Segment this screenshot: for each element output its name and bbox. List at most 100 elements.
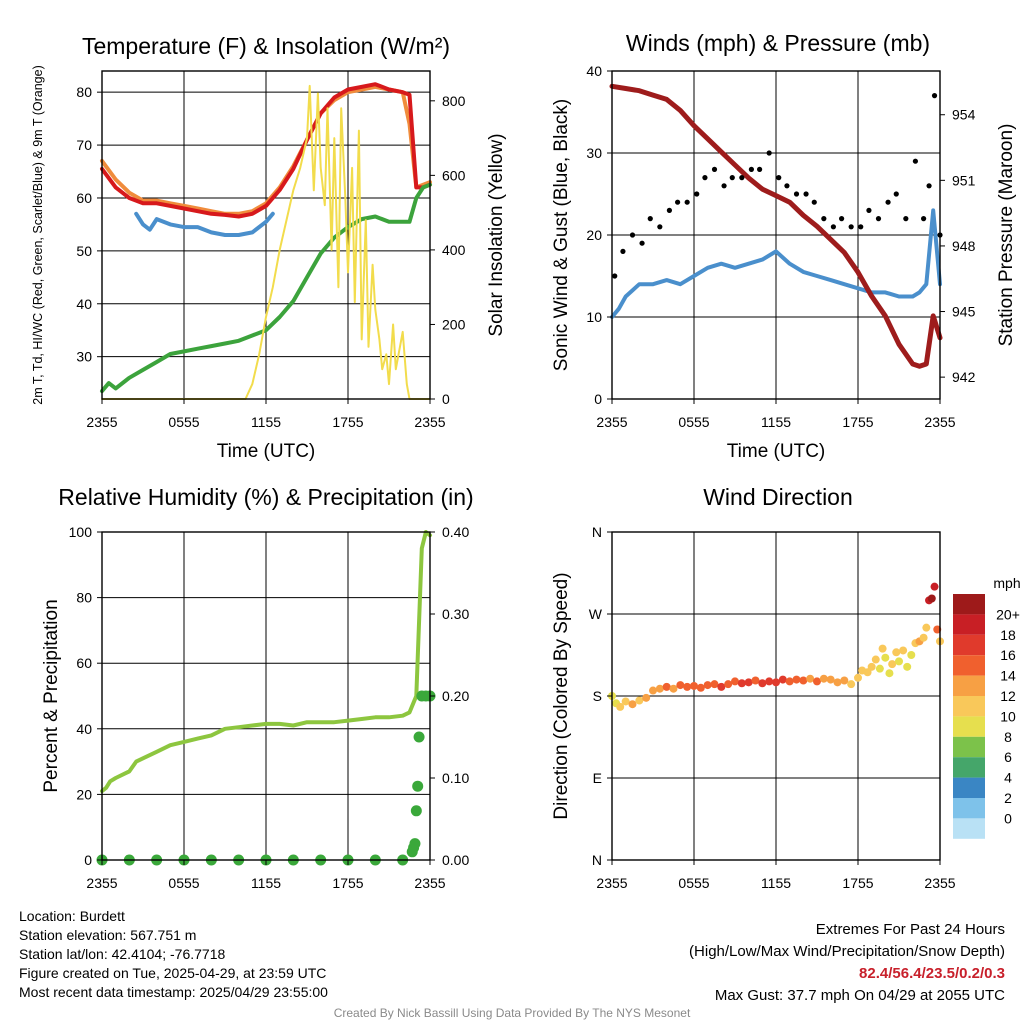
legend-swatch — [953, 818, 985, 839]
direction-point — [690, 681, 698, 690]
data-point — [776, 175, 782, 181]
data-point — [748, 166, 755, 172]
direction-point — [922, 623, 931, 632]
direction-point — [737, 679, 746, 688]
legend-label: 12 — [1000, 688, 1016, 704]
data-point — [413, 731, 425, 743]
data-point — [811, 199, 817, 205]
x-tick-label: 0555 — [678, 414, 709, 430]
direction-point — [892, 648, 901, 657]
direction-point — [933, 625, 942, 634]
x-axis-label: Time (UTC) — [217, 441, 316, 462]
y2-tick-label: 0.30 — [442, 606, 469, 622]
x-tick-label: 2355 — [924, 875, 955, 891]
x-tick-label: 1155 — [761, 875, 791, 891]
direction-point — [683, 682, 692, 691]
extremes-panel: Extremes For Past 24 Hours (High/Low/Max… — [689, 919, 1005, 1007]
legend-swatch — [953, 655, 985, 676]
direction-point — [878, 644, 887, 653]
direction-point — [826, 675, 835, 684]
y-tick-label: 80 — [76, 84, 92, 100]
data-point — [729, 175, 735, 181]
y-tick-label: 60 — [76, 190, 92, 206]
data-point — [921, 216, 927, 222]
data-point — [858, 224, 864, 230]
direction-point — [919, 633, 928, 642]
series-line-maroon — [609, 83, 943, 369]
chart-temp: 2355 0555 1155 1755 235530405060708002004006… — [31, 33, 507, 462]
direction-point — [899, 646, 908, 655]
y-tick-label: 80 — [76, 590, 92, 606]
series-line-yellow — [101, 84, 431, 400]
direction-point — [792, 675, 801, 684]
data-point — [839, 216, 845, 222]
direction-point — [662, 682, 671, 691]
y2-tick-label: 400 — [442, 242, 466, 258]
direction-point — [616, 702, 625, 711]
legend-label: 14 — [1000, 668, 1016, 684]
y-tick-label: 0 — [594, 391, 602, 407]
legend-label: 8 — [1004, 729, 1012, 745]
legend-label: 4 — [1004, 770, 1012, 786]
direction-point — [703, 681, 712, 690]
data-point — [931, 93, 938, 99]
legend-title: mph — [993, 575, 1020, 591]
direction-point — [867, 662, 876, 671]
data-point — [866, 207, 872, 213]
y-tick-label: N — [592, 852, 602, 868]
direction-point — [840, 676, 849, 685]
legend-label: 20+ — [996, 606, 1020, 622]
direction-point — [731, 677, 739, 686]
direction-point — [927, 594, 936, 603]
data-point — [620, 248, 626, 254]
x-tick-label: 1155 — [251, 875, 281, 891]
data-point — [721, 183, 727, 189]
direction-point — [765, 677, 774, 686]
y-tick-label: 70 — [76, 137, 92, 153]
y-tick-label: 40 — [76, 721, 92, 737]
x-tick-label: 2355 — [596, 875, 627, 891]
y2-tick-label: 200 — [442, 316, 466, 332]
direction-point — [669, 684, 678, 693]
legend-swatch — [953, 757, 985, 778]
data-point — [793, 191, 800, 197]
direction-point — [621, 697, 630, 706]
direction-point — [863, 668, 872, 677]
max-gust: Max Gust: 37.7 mph On 04/29 at 2055 UTC — [714, 987, 1005, 1004]
legend-swatch — [953, 777, 985, 798]
y-tick-label: 60 — [76, 655, 92, 671]
direction-point — [907, 651, 916, 659]
x-tick-label: 2355 — [86, 875, 117, 891]
y-tick-label: 20 — [76, 786, 92, 802]
legend-swatch — [953, 716, 985, 737]
speed-legend: mph 20+ 18 16 14 12 10 8 6 4 2 0 — [953, 575, 1021, 839]
data-point — [694, 191, 700, 197]
data-point — [848, 224, 854, 230]
direction-point — [717, 682, 726, 691]
direction-point — [833, 678, 842, 687]
direction-point — [819, 674, 828, 683]
direction-point — [655, 684, 664, 693]
x-tick-label: 0555 — [168, 414, 199, 430]
direction-point — [875, 664, 884, 673]
direction-point — [871, 655, 880, 664]
station-latlon: Station lat/lon: 42.4104; -76.7718 — [19, 946, 226, 962]
direction-point — [710, 680, 719, 689]
data-point — [711, 166, 718, 172]
direction-point — [799, 676, 808, 685]
data-point — [903, 216, 909, 222]
legend-label: 2 — [1004, 790, 1012, 806]
data-point — [803, 191, 809, 197]
x-tick-label: 1155 — [251, 414, 281, 430]
y-tick-label: 10 — [586, 309, 602, 325]
series-line-green — [100, 182, 432, 394]
chart-title: Temperature (F) & Insolation (W/m²) — [82, 33, 450, 59]
legend-label: 18 — [1000, 627, 1016, 643]
y-axis-label: Percent & Precipitation — [41, 599, 62, 792]
data-point — [675, 199, 681, 205]
y-tick-label: 30 — [76, 349, 92, 365]
direction-point — [649, 686, 657, 695]
direction-point — [847, 680, 856, 689]
direction-point — [628, 700, 637, 709]
